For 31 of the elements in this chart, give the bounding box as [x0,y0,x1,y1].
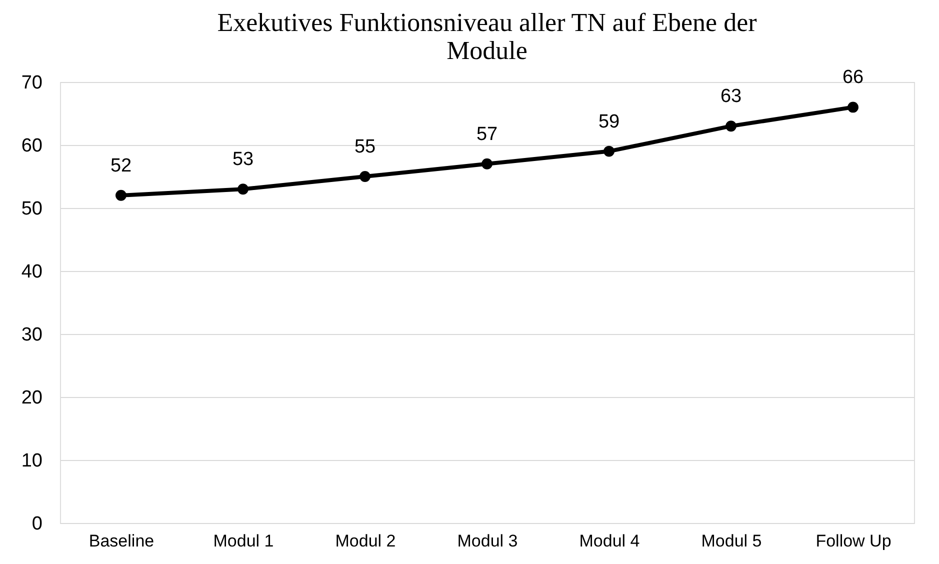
point [604,146,614,157]
x-tick-label: Modul 4 [579,532,640,550]
x-tick-label: Baseline [88,532,154,550]
point [116,190,126,201]
point [726,120,736,132]
data-label: 59 [598,111,620,132]
text: Module [446,36,528,66]
y-tick-label: 70 [21,72,42,94]
point [238,184,248,195]
y-tick-label: 40 [21,262,42,282]
point [482,158,492,170]
x-tick-label: Modul 5 [701,532,762,550]
y-tick-label: 60 [21,136,42,156]
data-label: 57 [476,124,498,145]
y-tick-label: 10 [21,450,42,472]
y-tick-label: 50 [21,198,42,220]
y-tick-label: 20 [21,388,42,408]
data-label: 52 [110,155,132,176]
x-tick-label: Modul 2 [335,532,396,550]
x-tick-label: Follow Up [816,532,892,550]
data-label: 63 [720,86,742,108]
data-label: 66 [842,67,864,88]
x-tick-label: Modul 3 [457,532,518,550]
data-label: 53 [232,149,254,170]
x-tick-label: Modul 1 [213,532,274,550]
data-label: 55 [354,136,376,158]
y-tick-label: 30 [21,324,42,346]
y-tick-label: 0 [32,514,42,534]
text: Exekutives Funktionsniveau aller TN auf Ebene der [217,8,757,38]
point [360,171,370,182]
point [848,102,858,113]
